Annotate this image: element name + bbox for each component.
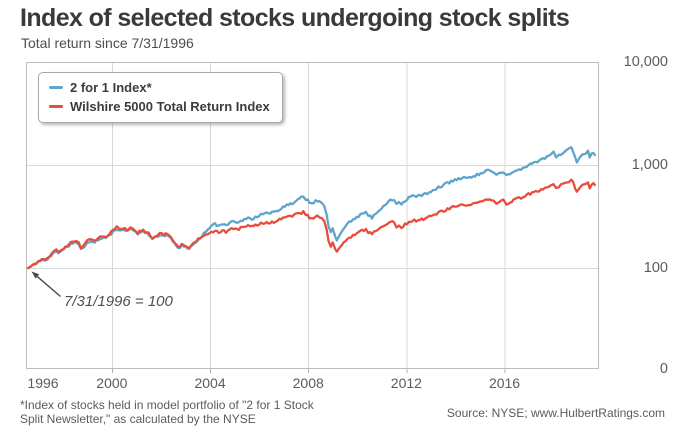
footnote-line-2: Split Newsletter," as calculated by the … bbox=[20, 412, 256, 426]
series-line-red bbox=[26, 178, 596, 270]
plot-frame bbox=[26, 62, 599, 373]
footnote-line-1: *Index of stocks held in model portfolio… bbox=[20, 398, 314, 412]
legend-dash-icon bbox=[49, 104, 63, 109]
x-tick-label: 2000 bbox=[96, 375, 128, 391]
arrow-line bbox=[36, 275, 61, 298]
y-tick-label: 1,000 bbox=[631, 157, 668, 174]
legend-item: Wilshire 5000 Total Return Index bbox=[49, 97, 270, 116]
x-tick-label: 2016 bbox=[488, 375, 521, 391]
legend-item-label: Wilshire 5000 Total Return Index bbox=[70, 99, 270, 114]
page-title: Index of selected stocks undergoing stoc… bbox=[20, 4, 570, 32]
legend: 2 for 1 Index* Wilshire 5000 Total Return… bbox=[38, 72, 283, 123]
arrow-head bbox=[31, 271, 40, 279]
page-subtitle: Total return since 7/31/1996 bbox=[21, 35, 194, 51]
annotation-arrow bbox=[31, 271, 61, 298]
annotation-label: 7/31/1996 = 100 bbox=[64, 293, 173, 310]
x-tick-label: 1996 bbox=[27, 375, 59, 391]
frame-rect bbox=[26, 62, 599, 369]
legend-dash-icon bbox=[49, 85, 63, 90]
y-tick-label: 10,000 bbox=[623, 54, 668, 70]
source-credit: Source: NYSE; www.HulbertRatings.com bbox=[446, 406, 665, 420]
series-lines bbox=[26, 146, 596, 270]
y-tick-label: 0 bbox=[659, 361, 668, 377]
legend-item-label: 2 for 1 Index* bbox=[70, 80, 152, 95]
footnote: *Index of stocks held in model portfolio… bbox=[20, 398, 314, 426]
y-tick-label: 100 bbox=[643, 260, 668, 277]
legend-item: 2 for 1 Index* bbox=[49, 78, 270, 97]
x-tick-label: 2008 bbox=[292, 375, 324, 391]
x-tick-label: 2012 bbox=[390, 375, 422, 391]
x-tick-label: 2004 bbox=[194, 375, 226, 391]
